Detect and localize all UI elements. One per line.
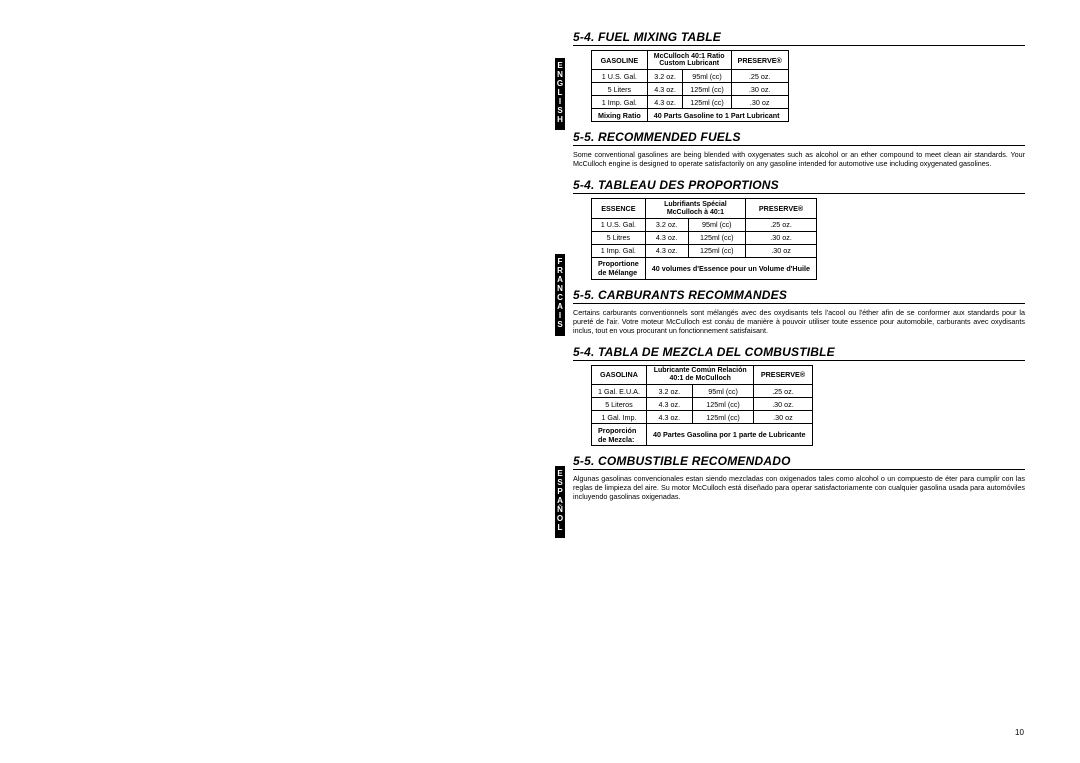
col-lubrifiants: Lubrifiants SpécialMcCulloch à 40:1 — [645, 199, 745, 218]
mixing-ratio-label: Mixing Ratio — [592, 109, 648, 122]
fuel-mixing-table-es: GASOLINA Lubricante Común Relación40:1 d… — [591, 365, 813, 446]
heading-combustible: 5-5. COMBUSTIBLE RECOMENDADO — [573, 454, 1025, 470]
col-lubricant: McCulloch 40:1 RatioCustom Lubricant — [647, 51, 731, 70]
heading-fuel-mixing: 5-4. FUEL MIXING TABLE — [573, 30, 1025, 46]
fuel-mixing-table-en: GASOLINE McCulloch 40:1 RatioCustom Lubr… — [591, 50, 789, 122]
lang-bar-english: ENGLISH — [555, 58, 565, 130]
heading-tabla-mezcla: 5-4. TABLA DE MEZCLA DEL COMBUSTIBLE — [573, 345, 1025, 361]
lang-bar-francais: FRANCAIS — [555, 254, 565, 336]
col-preserve-es: PRESERVE® — [754, 365, 812, 384]
col-preserve: PRESERVE® — [731, 51, 788, 70]
col-gasoline: GASOLINE — [592, 51, 648, 70]
proporcion-mezcla-value: 40 Partes Gasolina por 1 parte de Lubric… — [646, 424, 812, 446]
heading-carburants: 5-5. CARBURANTS RECOMMANDES — [573, 288, 1025, 304]
heading-tableau-proportions: 5-4. TABLEAU DES PROPORTIONS — [573, 178, 1025, 194]
lang-bar-espanol: ESPAÑOL — [555, 466, 565, 538]
text-recommended-fuels: Some conventional gasolines are being bl… — [573, 150, 1025, 168]
text-combustible: Algunas gasolinas convencionales estan s… — [573, 474, 1025, 501]
proportion-melange-label: Proportionede Mélange — [592, 257, 646, 279]
proporcion-mezcla-label: Proporciónde Mezcla: — [592, 424, 647, 446]
proportion-melange-value: 40 volumes d'Essence pour un Volume d'Hu… — [645, 257, 816, 279]
col-gasolina: GASOLINA — [592, 365, 647, 384]
col-preserve-fr: PRESERVE® — [746, 199, 817, 218]
manual-page: ENGLISH 5-4. FUEL MIXING TABLE GASOLINE … — [555, 30, 1025, 511]
mixing-ratio-value: 40 Parts Gasoline to 1 Part Lubricant — [647, 109, 788, 122]
page-number: 10 — [1015, 728, 1024, 737]
text-carburants: Certains carburants conventionnels sont … — [573, 308, 1025, 335]
col-lubricante: Lubricante Común Relación40:1 de McCullo… — [646, 365, 753, 384]
col-essence: ESSENCE — [592, 199, 646, 218]
heading-recommended-fuels: 5-5. RECOMMENDED FUELS — [573, 130, 1025, 146]
fuel-mixing-table-fr: ESSENCE Lubrifiants SpécialMcCulloch à 4… — [591, 198, 817, 279]
